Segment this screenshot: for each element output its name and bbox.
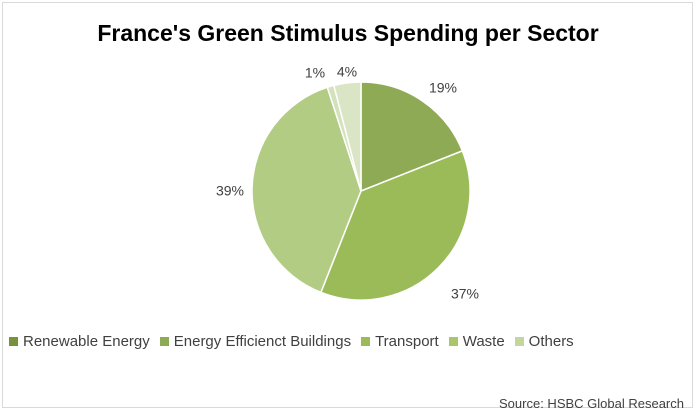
legend-swatch bbox=[9, 337, 18, 346]
legend: Renewable Energy Energy Efficienct Buildi… bbox=[9, 333, 574, 350]
legend-item-transport: Transport bbox=[361, 333, 439, 350]
legend-swatch bbox=[361, 337, 371, 346]
legend-item-others: Others bbox=[514, 333, 574, 350]
legend-item-waste: Waste bbox=[448, 333, 505, 350]
pie-slice-renewable-energy bbox=[360, 81, 464, 193]
pie-slice-others bbox=[332, 81, 362, 192]
legend-label: Renewable Energy bbox=[23, 333, 150, 350]
legend-label: Others bbox=[528, 333, 574, 350]
data-label-transport: 39% bbox=[216, 183, 244, 199]
legend-item-energy-efficienct-buildings: Energy Efficienct Buildings bbox=[159, 333, 352, 350]
legend-swatch bbox=[159, 337, 169, 346]
pie-slice-transport bbox=[251, 86, 362, 294]
data-label-waste: 1% bbox=[305, 65, 325, 81]
legend-label: Waste bbox=[462, 333, 505, 350]
data-label-others: 4% bbox=[337, 64, 357, 80]
data-label-renewable-energy: 19% bbox=[429, 80, 457, 96]
chart-title: France's Green Stimulus Spending per Sec… bbox=[97, 20, 599, 46]
legend-item-renewable-energy: Renewable Energy bbox=[9, 333, 150, 350]
source-note: Source: HSBC Global Research bbox=[499, 396, 684, 411]
legend-label: Transport bbox=[375, 333, 439, 350]
data-label-energy-efficienct-buildings: 37% bbox=[451, 286, 479, 302]
legend-swatch bbox=[448, 337, 458, 346]
legend-swatch bbox=[514, 337, 524, 346]
legend-label: Energy Efficienct Buildings bbox=[173, 333, 352, 350]
pie-slice-energy-efficienct-buildings bbox=[319, 149, 471, 301]
